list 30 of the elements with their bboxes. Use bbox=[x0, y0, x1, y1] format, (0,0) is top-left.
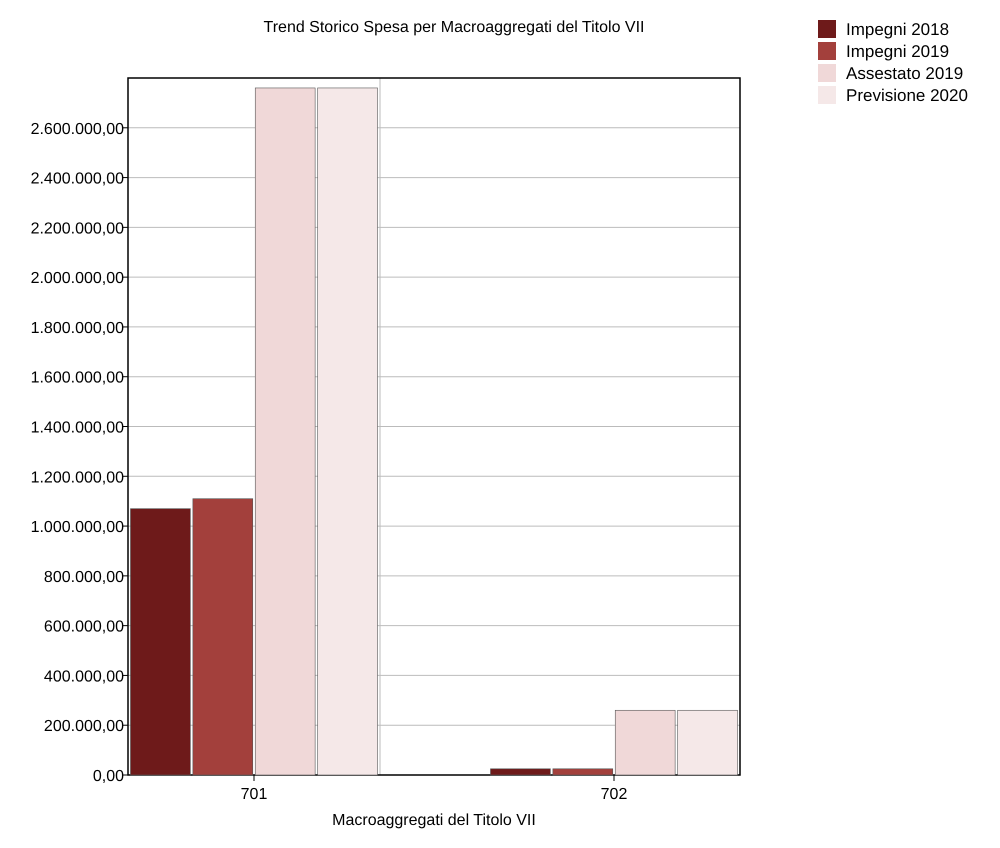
bar bbox=[192, 498, 254, 776]
x-axis-title: Macroaggregati del Titolo VII bbox=[332, 812, 536, 829]
bar bbox=[317, 88, 378, 776]
bar bbox=[490, 768, 551, 776]
legend-label: Assestato 2019 bbox=[846, 64, 964, 83]
y-tick-label: 1.800.000,00 bbox=[30, 320, 124, 337]
y-tick-label: 200.000,00 bbox=[44, 718, 124, 736]
bar bbox=[677, 710, 738, 776]
y-tick-label: 1.600.000,00 bbox=[30, 370, 124, 387]
y-tick-label: 2.600.000,00 bbox=[30, 120, 124, 138]
y-tick-label: 800.000,00 bbox=[44, 568, 124, 586]
bar bbox=[130, 508, 191, 776]
x-tick-label: 701 bbox=[240, 786, 268, 803]
bar bbox=[552, 768, 614, 776]
legend-label: Previsione 2020 bbox=[846, 86, 968, 105]
y-tick-label: 1.000.000,00 bbox=[30, 519, 124, 536]
y-tick-label: 2.400.000,00 bbox=[30, 170, 124, 188]
bar bbox=[614, 710, 676, 776]
chart-title: Trend Storico Spesa per Macroaggregati del Titolo VII bbox=[264, 19, 644, 36]
y-tick-label: 0,00 bbox=[92, 768, 124, 785]
y-tick-label: 2.200.000,00 bbox=[30, 220, 124, 238]
y-tick-label: 600.000,00 bbox=[44, 618, 124, 636]
y-tick-label: 400.000,00 bbox=[44, 668, 124, 686]
y-tick-label: 1.200.000,00 bbox=[30, 469, 124, 486]
x-tick-label: 702 bbox=[600, 786, 628, 803]
legend-label: Impegni 2019 bbox=[846, 42, 950, 61]
y-tick-label: 1.400.000,00 bbox=[30, 420, 124, 436]
legend-label: Impegni 2018 bbox=[846, 20, 950, 39]
bar bbox=[254, 88, 316, 776]
y-tick-label: 2.000.000,00 bbox=[30, 270, 124, 288]
